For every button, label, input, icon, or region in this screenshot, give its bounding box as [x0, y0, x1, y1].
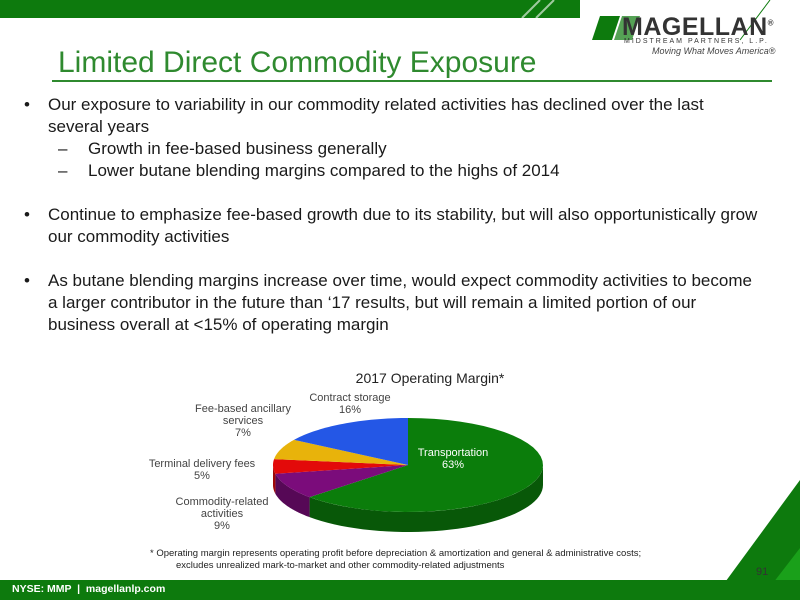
title-rule — [52, 80, 772, 82]
bullet: As butane blending margins increase over… — [22, 270, 762, 336]
slice-label: Transportation 63% — [393, 447, 513, 471]
footer-text: NYSE: MMP | magellanlp.com — [12, 583, 166, 595]
bullet-group: Our exposure to variability in our commo… — [22, 94, 762, 182]
slice-side — [275, 473, 310, 518]
footer-bar — [0, 580, 800, 600]
bullets: Our exposure to variability in our commo… — [22, 94, 762, 358]
tagline: Moving What Moves America® — [652, 46, 776, 56]
slice-name: Transportation — [417, 447, 489, 459]
footnote-line: * Operating margin represents operating … — [150, 548, 642, 559]
logo-name: MAGELLAN — [622, 13, 768, 41]
slice-value: 7% — [235, 427, 251, 439]
footnote: * Operating margin represents operating … — [150, 548, 641, 572]
logo-sub: MIDSTREAM PARTNERS, L.P. — [624, 38, 769, 45]
bullet: Our exposure to variability in our commo… — [22, 94, 762, 138]
slice-label: Commodity-related activities 9% — [167, 496, 277, 532]
bullet-group: As butane blending margins increase over… — [22, 270, 762, 336]
bullet: Continue to emphasize fee-based growth d… — [22, 204, 762, 248]
chart-title: 2017 Operating Margin* — [356, 370, 505, 386]
slice-label: Terminal delivery fees 5% — [137, 458, 267, 482]
footnote-line: excludes unrealized mark-to-market and o… — [176, 560, 505, 571]
slice-value: 63% — [441, 459, 465, 471]
slice — [275, 465, 408, 498]
slice-label: Contract storage 16% — [295, 392, 405, 416]
slice-side — [309, 465, 543, 532]
slice — [273, 459, 408, 474]
slice — [294, 418, 408, 465]
title: Limited Direct Commodity Exposure — [58, 46, 537, 79]
logo-mark: ® — [767, 18, 775, 28]
slice-name: Fee-based ancillary services — [195, 403, 291, 427]
bullet-group: Continue to emphasize fee-based growth d… — [22, 204, 762, 248]
page-number: 91 — [756, 566, 769, 578]
slice — [274, 439, 408, 465]
sub-bullet: Growth in fee-based business generally — [22, 138, 762, 160]
slice-label: Fee-based ancillary services 7% — [188, 403, 298, 439]
slice — [309, 418, 543, 512]
slice-value: 9% — [214, 520, 230, 532]
sub-bullet: Lower butane blending margins compared t… — [22, 160, 762, 182]
slice-name: Contract storage — [309, 392, 391, 404]
slice-name: Terminal delivery fees — [148, 458, 256, 470]
slice-side — [273, 465, 276, 494]
slice-value: 5% — [194, 470, 210, 482]
slice-name: Commodity-related activities — [175, 496, 269, 520]
slice-value: 16% — [338, 404, 362, 416]
logo: MAGELLAN® — [622, 13, 774, 42]
